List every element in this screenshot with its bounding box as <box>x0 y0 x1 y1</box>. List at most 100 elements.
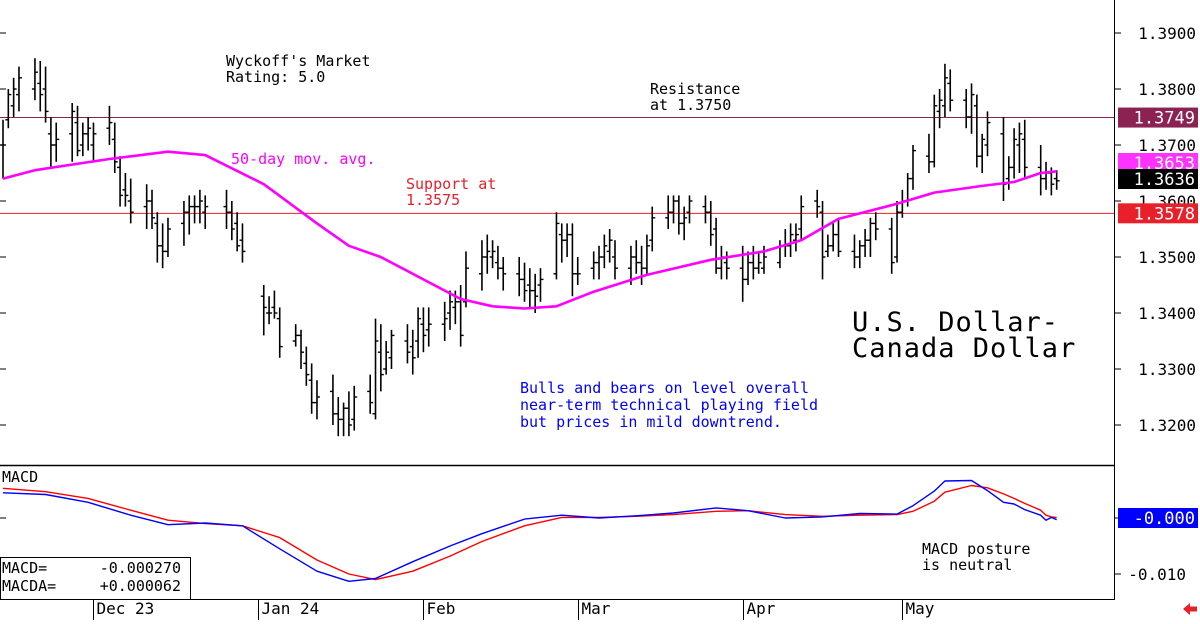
ohlc-bar <box>420 307 427 353</box>
macd-line <box>2 479 1057 582</box>
price-badge-1-3578-text: 1.3578 <box>1134 204 1195 224</box>
price-badge-1-3636-bg <box>1118 169 1198 189</box>
ohlc-bar <box>649 206 656 252</box>
price-badge-1-3636: 1.3636 <box>1118 169 1198 190</box>
macda-readout-label: MACDA= <box>2 577 56 595</box>
macda-readout-value: +0.000062 <box>100 577 181 595</box>
x-axis-tick: Apr <box>743 599 776 620</box>
price-badge-1-3749-text: 1.3749 <box>1134 109 1195 129</box>
ohlc-bar <box>276 307 283 358</box>
ohlc-bar <box>74 105 81 157</box>
price-tick: 1.3300 <box>0 360 1196 379</box>
ohlc-bar <box>979 133 986 173</box>
ohlc-bar <box>239 223 246 263</box>
ohlc-bar <box>681 206 688 241</box>
ohlc-bar <box>127 178 134 224</box>
ohlc-bar <box>367 374 374 414</box>
ohlc-bar <box>345 391 352 437</box>
ohlc-bar <box>500 257 507 291</box>
price-bars <box>0 58 1060 437</box>
ohlc-bar <box>85 117 92 151</box>
ohlc-bar <box>260 285 267 336</box>
macd-readout-box <box>0 557 191 600</box>
ohlc-bar <box>947 69 954 112</box>
ohlc-bar <box>1021 119 1028 179</box>
price-tick-label: 1.3500 <box>1138 248 1196 267</box>
price-tick: 1.3900 <box>0 24 1196 43</box>
rating-label-line-1: Wyckoff's Market <box>226 52 371 70</box>
price-badge-1-3749: 1.3749 <box>1118 107 1198 129</box>
price-badge-1-3653-bg <box>1118 153 1198 173</box>
price-tick-label: 1.3900 <box>1138 24 1196 43</box>
ohlc-bar <box>835 217 842 257</box>
ohlc-bar <box>984 111 991 157</box>
ohlc-bar <box>15 66 22 112</box>
support-label-line-2: 1.3575 <box>406 191 460 209</box>
ohlc-bar <box>686 195 693 224</box>
commentary-line-1: Bulls and bears on level overall <box>520 379 809 397</box>
ohlc-bar <box>553 212 560 280</box>
macd-annotation-line-1: MACD posture <box>922 540 1030 558</box>
ohlc-bar <box>42 66 49 123</box>
ohlc-bar <box>447 290 454 330</box>
macd-current-badge-text: -0.000 <box>1134 509 1195 529</box>
ohlc-bar <box>111 122 118 173</box>
macd-lines <box>2 479 1057 582</box>
resistance-label-line-1: Resistance <box>650 80 740 98</box>
ohlc-bar <box>31 58 38 101</box>
x-tick-label: Mar <box>582 599 611 618</box>
x-tick-label: May <box>906 599 935 618</box>
ohlc-bar <box>1016 122 1023 173</box>
ohlc-bar <box>521 262 528 302</box>
macd-tick-label: -0.010 <box>1128 565 1186 584</box>
ohlc-bar <box>228 201 235 241</box>
ohlc-bar <box>271 290 278 319</box>
x-tick-label: Apr <box>747 599 776 618</box>
ohlc-bar <box>872 212 879 241</box>
moving-average-group <box>2 150 1057 310</box>
macd-panel-title: MACD <box>2 468 38 486</box>
x-tick-label: Dec 23 <box>97 599 155 618</box>
ohlc-bar <box>425 307 432 347</box>
x-axis-tick: Dec 23 <box>93 599 155 620</box>
ohlc-bar <box>1011 128 1018 179</box>
x-axis-tick: Jan 24 <box>258 599 320 620</box>
ohlc-bar <box>441 301 448 341</box>
ohlc-bar <box>489 240 496 269</box>
macd-annotation-line-2: is neutral <box>922 556 1012 574</box>
moving-average-label: 50-day mov. avg. <box>231 150 376 168</box>
ohlc-bar <box>234 212 241 252</box>
ohlc-bar <box>149 189 156 229</box>
ohlc-bar <box>931 94 938 168</box>
ohlc-bar <box>298 329 305 369</box>
price-badge-1-3749-bg <box>1118 107 1198 128</box>
ohlc-bar <box>574 257 581 285</box>
ohlc-bar <box>792 223 799 252</box>
ohlc-bar <box>909 145 916 190</box>
moving-average-line <box>2 150 1057 310</box>
price-tick-label: 1.3300 <box>1138 360 1196 379</box>
ohlc-bar <box>372 318 379 420</box>
ohlc-bar <box>37 61 44 112</box>
chart-title-line-2: Canada Dollar <box>852 333 1076 364</box>
ohlc-bar <box>388 329 395 369</box>
ohlc-bar <box>611 240 618 280</box>
ohlc-bar <box>787 223 794 257</box>
price-badge-1-3636-text: 1.3636 <box>1134 170 1195 190</box>
ohlc-bar <box>90 122 97 162</box>
ohlc-bar <box>484 234 491 274</box>
x-tick-label: Jan 24 <box>262 599 320 618</box>
ohlc-bar <box>5 89 12 129</box>
price-tick: 1.3800 <box>0 80 1196 99</box>
price-tick-label: 1.3700 <box>1138 136 1196 155</box>
commentary-line-3: but prices in mild downtrend. <box>520 413 782 431</box>
ohlc-bar <box>377 324 384 392</box>
ohlc-bar <box>10 77 17 117</box>
ohlc-bar <box>936 89 943 129</box>
ohlc-bar <box>404 324 411 364</box>
scroll-left-arrow-icon[interactable] <box>1183 603 1197 615</box>
x-axis-ticks: Dec 23 Jan 24 Feb Mar Apr May <box>93 599 935 620</box>
